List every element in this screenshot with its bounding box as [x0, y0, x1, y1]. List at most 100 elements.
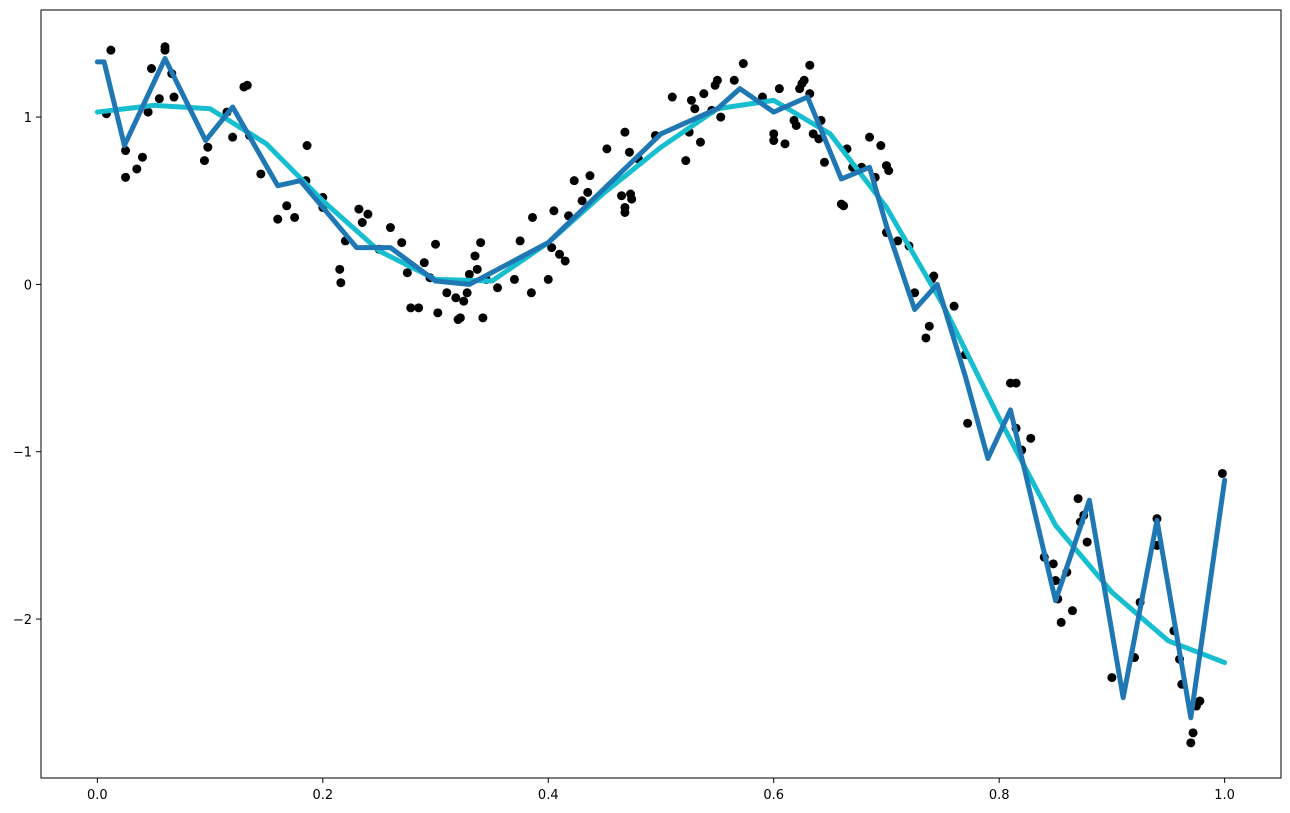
scatter-point: [527, 212, 537, 222]
scatter-point: [819, 157, 829, 167]
scatter-point: [543, 274, 553, 284]
scatter-point: [419, 258, 429, 268]
scatter-point: [459, 296, 469, 306]
scatter-point: [242, 80, 252, 90]
scatter-point: [681, 156, 691, 166]
scatter-point: [805, 60, 815, 70]
scatter-point: [478, 313, 488, 323]
x-tick-label: 0.2: [312, 788, 333, 803]
scatter-point: [354, 204, 364, 214]
scatter-point: [462, 288, 472, 298]
scatter-point: [455, 313, 465, 323]
scatter-point: [1026, 433, 1036, 443]
scatter-point: [769, 129, 779, 139]
scatter-point: [402, 268, 412, 278]
scatter-point: [729, 75, 739, 85]
scatter-point: [121, 146, 131, 156]
x-tick-label: 0.6: [763, 788, 784, 803]
scatter-point: [137, 152, 147, 162]
scatter-point: [1067, 606, 1077, 616]
scatter-point: [738, 59, 748, 69]
y-tick-label: −2: [13, 613, 32, 628]
scatter-point: [414, 303, 424, 313]
y-tick-label: 0: [24, 278, 32, 293]
scatter-point: [695, 137, 705, 147]
scatter-point: [464, 269, 474, 279]
scatter-point: [406, 303, 416, 313]
scatter-point: [1217, 468, 1227, 478]
scatter-point: [1082, 537, 1092, 547]
scatter-point: [493, 283, 503, 293]
scatter-point: [302, 141, 312, 151]
scatter-point: [577, 196, 587, 206]
scatter-point: [357, 217, 367, 227]
scatter-point: [780, 139, 790, 149]
scatter-point: [1188, 728, 1198, 738]
scatter-point: [583, 187, 593, 197]
scatter-point: [385, 223, 395, 233]
scatter-point: [290, 212, 300, 222]
scatter-point: [924, 321, 934, 331]
scatter-point: [228, 132, 238, 142]
scatter-point: [1073, 494, 1083, 504]
scatter-point: [893, 236, 903, 246]
scatter-point: [282, 201, 292, 211]
scatter-point: [921, 333, 931, 343]
scatter-point: [121, 172, 131, 182]
scatter-point: [397, 238, 407, 248]
scatter-point: [699, 89, 709, 99]
scatter-point: [624, 147, 634, 157]
scatter-point: [1195, 696, 1205, 706]
scatter-point: [146, 64, 156, 74]
scatter-point: [336, 278, 346, 288]
y-tick-label: −1: [13, 446, 32, 461]
scatter-point: [470, 251, 480, 261]
scatter-point: [963, 418, 973, 428]
scatter-point: [160, 45, 170, 55]
plot-frame: [40, 9, 1282, 779]
scatter-point: [1107, 673, 1117, 683]
scatter-point: [1011, 378, 1021, 388]
scatter-point: [132, 164, 142, 174]
x-tick-label: 0.8: [989, 788, 1010, 803]
scatter-point: [667, 92, 677, 102]
scatter-point: [949, 301, 959, 311]
scatter-point: [335, 264, 345, 274]
scatter-point: [876, 141, 886, 151]
scatter-point: [617, 191, 627, 201]
scatter-point: [1186, 738, 1196, 748]
scatter-point: [363, 209, 373, 219]
y-tick-label: 1: [24, 111, 32, 126]
scatter-point: [769, 136, 779, 146]
scatter-point: [143, 107, 153, 117]
scatter-point: [169, 92, 179, 102]
scatter-point: [256, 169, 266, 179]
scatter-point: [472, 264, 482, 274]
scatter-point: [712, 75, 722, 85]
scatter-point: [791, 120, 801, 130]
scatter-point: [814, 134, 824, 144]
scatter-point: [690, 104, 700, 114]
scatter-point: [433, 308, 443, 318]
scatter-point: [549, 206, 559, 216]
scatter-point: [431, 239, 441, 249]
scatter-point: [929, 271, 939, 281]
scatter-point: [686, 95, 696, 105]
scatter-point: [106, 45, 116, 55]
scatter-point: [716, 112, 726, 122]
scatter-point: [620, 207, 630, 217]
scatter-point: [451, 293, 461, 303]
scatter-point: [799, 75, 809, 85]
scatter-point: [476, 238, 486, 248]
scatter-point: [515, 236, 525, 246]
scatter-point: [154, 94, 164, 104]
x-tick-label: 1.0: [1214, 788, 1235, 803]
scatter-point: [602, 144, 612, 154]
scatter-point: [585, 171, 595, 181]
scatter-point: [273, 214, 283, 224]
scatter-point: [884, 166, 894, 176]
scatter-point: [1048, 559, 1058, 569]
scatter-point: [199, 156, 209, 166]
scatter-point: [620, 127, 630, 137]
